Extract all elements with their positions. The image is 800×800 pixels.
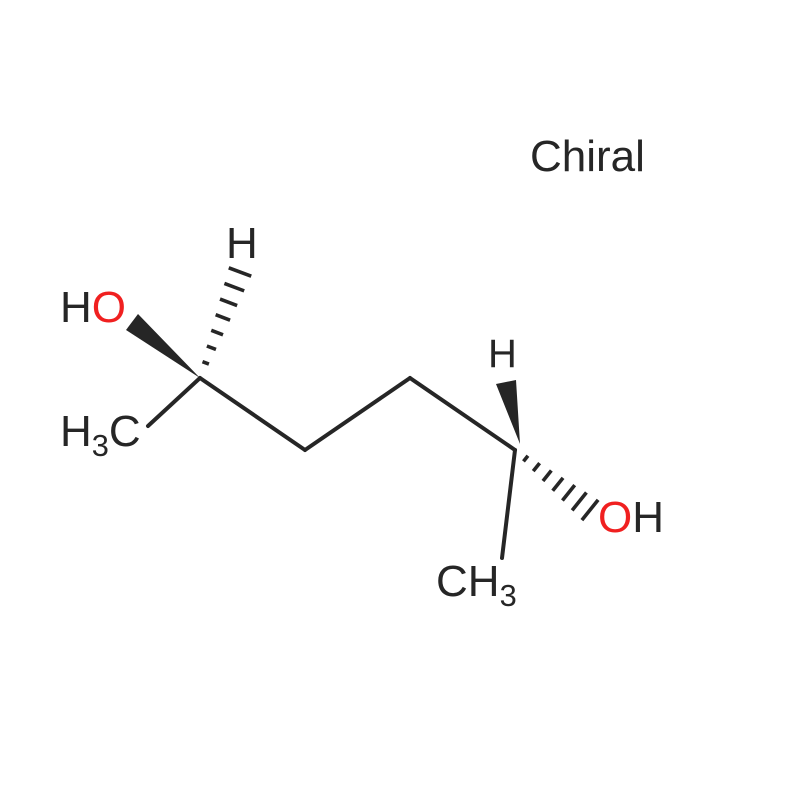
bond-layer <box>0 0 800 800</box>
atom-label-h-right: H <box>488 334 517 374</box>
atom-label-ho-left: HO <box>60 286 126 330</box>
atom-label-ch3-right: CH3 <box>436 560 517 604</box>
atom-label-ch3-left: H3C <box>60 410 141 454</box>
atom-label-h-top: H <box>226 222 258 266</box>
atom-label-oh-right: OH <box>598 496 664 540</box>
molecule-diagram: Chiral H3CHOHHOHCH3 <box>0 0 800 800</box>
chiral-annotation: Chiral <box>530 135 645 179</box>
